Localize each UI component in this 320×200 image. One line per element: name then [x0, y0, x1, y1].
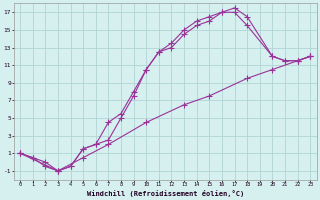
- X-axis label: Windchill (Refroidissement éolien,°C): Windchill (Refroidissement éolien,°C): [86, 190, 244, 197]
